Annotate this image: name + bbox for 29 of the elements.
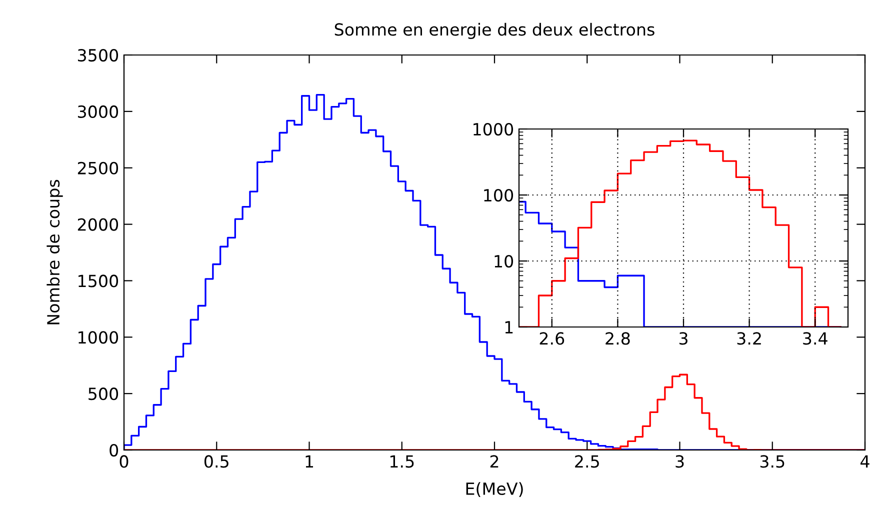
x-tick-label: 1.5 bbox=[390, 455, 414, 468]
y-tick-label: 2500 bbox=[78, 162, 118, 174]
y-tick-label: 500 bbox=[88, 388, 118, 400]
x-tick-label: 0.5 bbox=[204, 455, 228, 468]
y-tick-label: 2000 bbox=[78, 218, 118, 231]
x-tick-label: 3.5 bbox=[760, 455, 784, 468]
x-tick-label: 3.4 bbox=[803, 332, 828, 345]
x-tick-label: 4 bbox=[860, 455, 870, 468]
x-tick-label: 2.8 bbox=[606, 332, 630, 345]
x-tick-label: 3 bbox=[676, 455, 684, 468]
x-axis-title: E(MeV) bbox=[466, 482, 523, 497]
x-tick-label: 3 bbox=[679, 332, 688, 345]
y-tick-label: 3500 bbox=[78, 48, 118, 62]
y-tick-label: 1000 bbox=[78, 331, 118, 344]
chart-title: Somme en energie des deux electrons bbox=[334, 22, 654, 40]
y-tick-label: 1 bbox=[505, 321, 513, 334]
y-tick-label: 100 bbox=[484, 188, 514, 202]
y-tick-label: 1000 bbox=[474, 122, 514, 136]
x-tick-label: 2.5 bbox=[575, 455, 599, 468]
y-axis-title: Nombre de coups bbox=[46, 180, 63, 324]
y-tick-label: 0 bbox=[110, 444, 118, 457]
x-tick-label: 2.6 bbox=[540, 332, 564, 345]
y-tick-label: 10 bbox=[494, 254, 514, 268]
x-tick-label: 1 bbox=[306, 455, 314, 468]
y-tick-label: 1500 bbox=[78, 274, 118, 288]
x-tick-label: 2 bbox=[490, 455, 498, 468]
y-tick-label: 3000 bbox=[78, 105, 118, 118]
x-tick-label: 3.2 bbox=[737, 332, 761, 345]
x-tick-label: 0 bbox=[120, 455, 128, 468]
